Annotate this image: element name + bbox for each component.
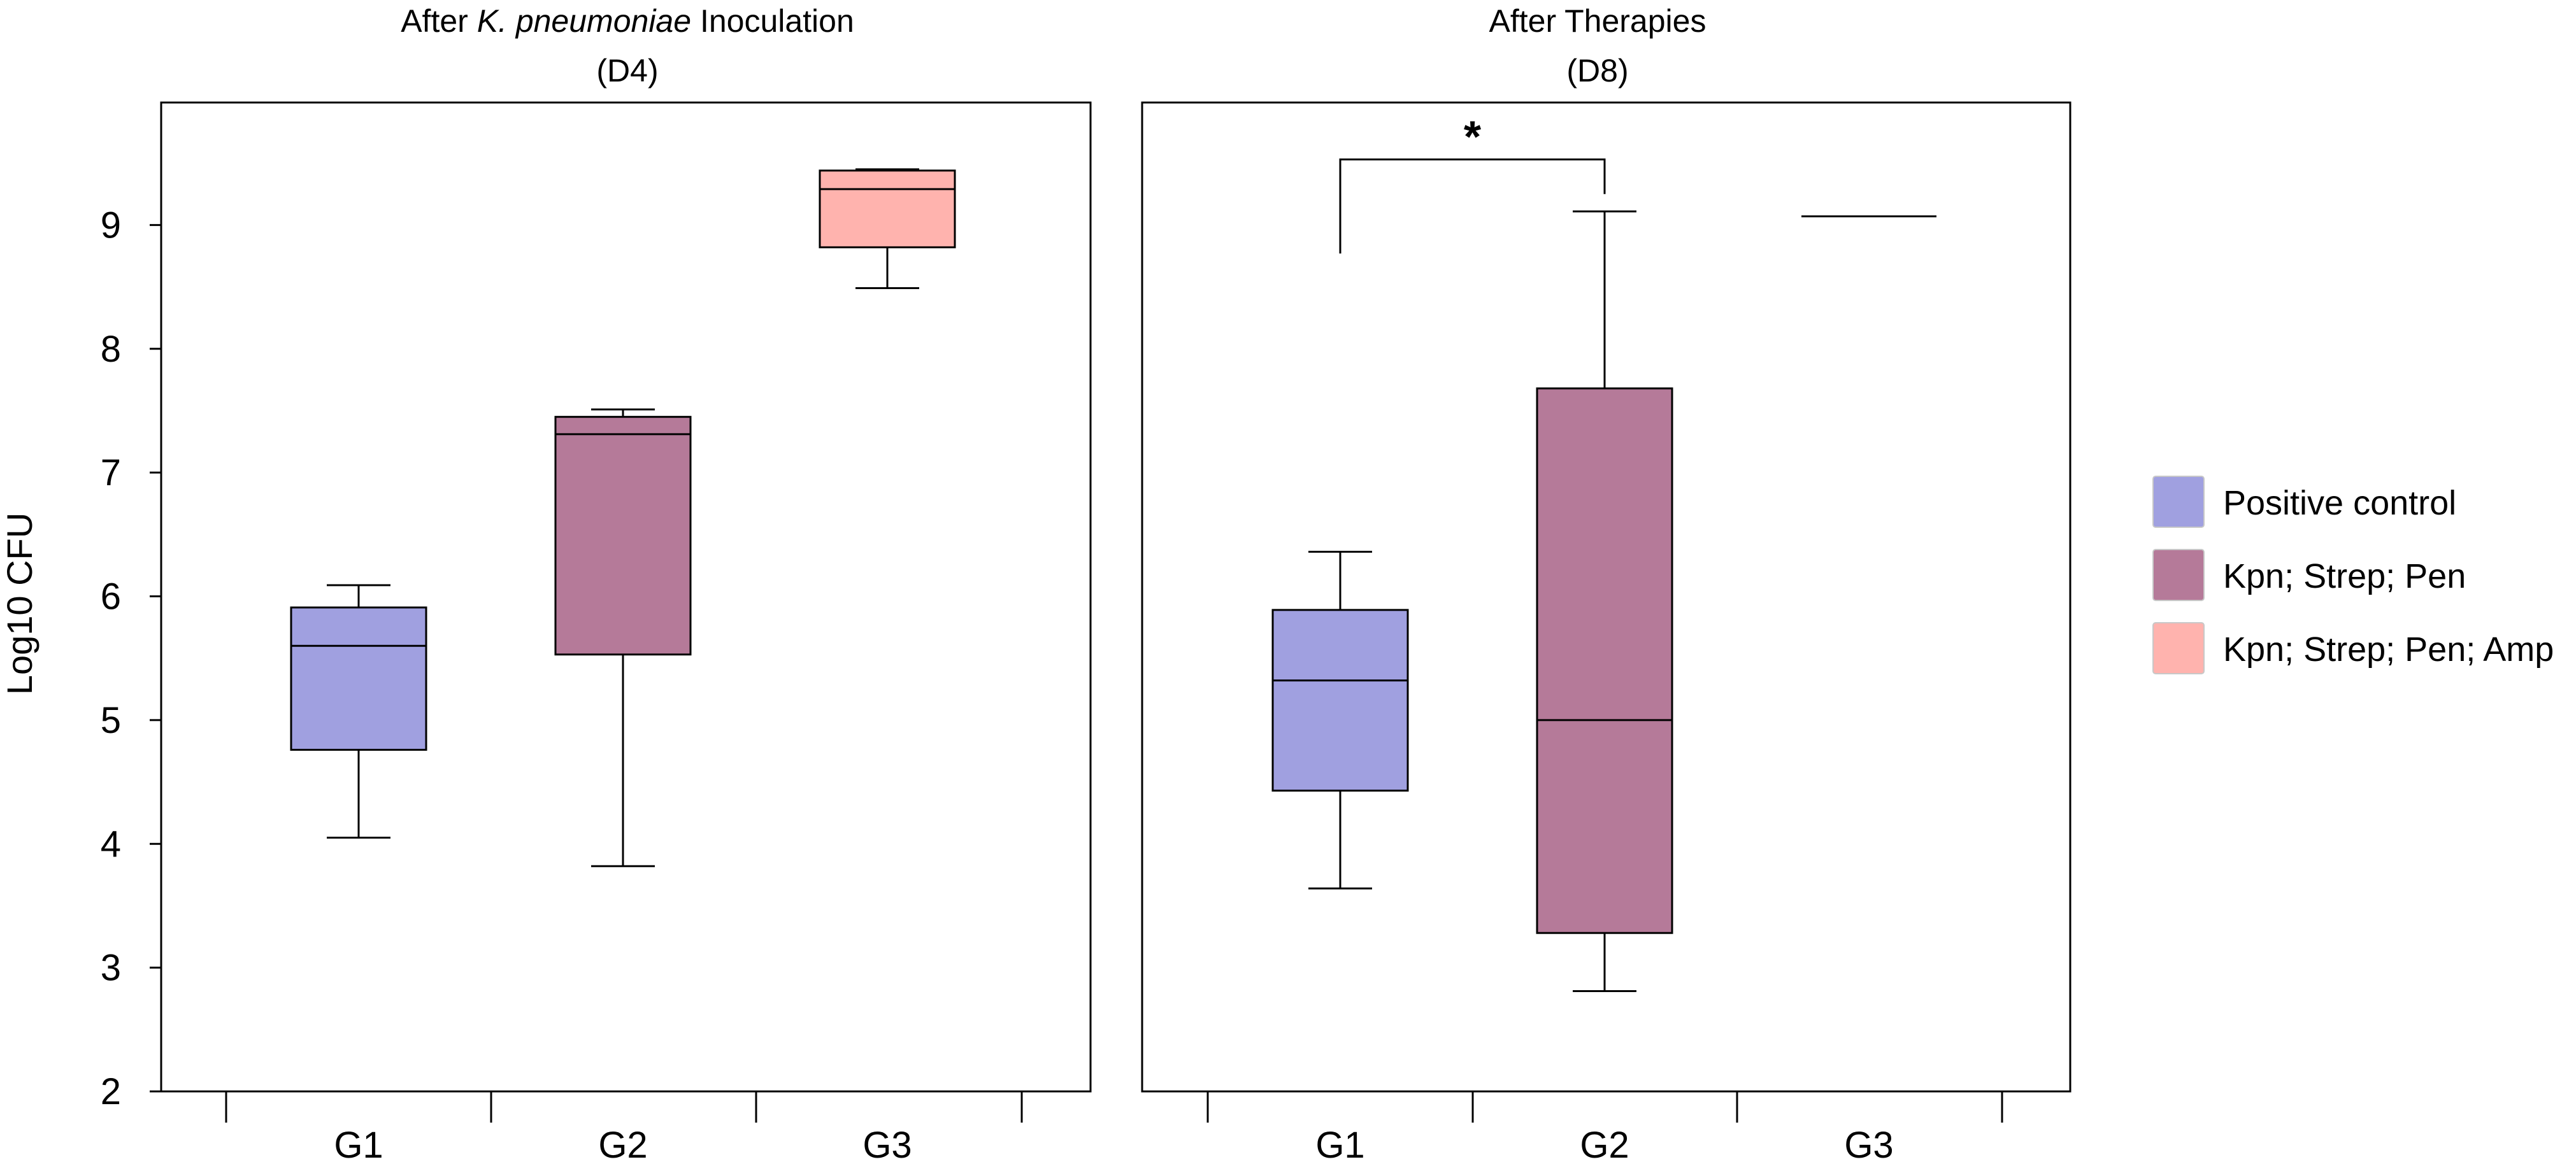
legend-swatch-kpn-strep-pen — [2152, 549, 2205, 601]
box-g3-kpn-strep-pen-amp — [819, 168, 956, 290]
significance-bracket — [1339, 158, 1606, 254]
panel-d4-title-line1: After K. pneumoniae Inoculation — [401, 3, 854, 39]
x-tick-label: G2 — [598, 1125, 647, 1164]
iqr-box — [819, 169, 956, 248]
panel-d8: After Therapies (D8) G1 G2 G3 * — [1141, 3, 2072, 1164]
y-tick-label: 8 — [101, 329, 121, 370]
box-g1-positive-control — [1271, 551, 1409, 890]
legend-item: Kpn; Strep; Pen — [2152, 549, 2466, 601]
panel-d8-title-line2: (D8) — [1566, 53, 1628, 89]
panel-d4-y-ticks: 2 3 4 5 6 7 8 9 — [101, 204, 161, 1112]
panel-d4-boxes — [290, 168, 956, 867]
significance-label: * — [1464, 111, 1482, 161]
legend-item: Kpn; Strep; Pen; Amp — [2152, 622, 2554, 674]
x-tick-label: G2 — [1580, 1125, 1629, 1164]
box-g2-kpn-strep-pen — [554, 408, 692, 867]
x-tick-label: G3 — [862, 1125, 912, 1164]
y-tick-label: 2 — [101, 1071, 121, 1112]
iqr-box — [290, 606, 427, 751]
panel-d8-x-ticks: G1 G2 G3 — [1206, 1091, 2003, 1164]
iqr-box — [1271, 609, 1409, 792]
legend-label: Positive control — [2223, 484, 2456, 522]
legend-item: Positive control — [2152, 476, 2456, 528]
box-g2-kpn-strep-pen — [1536, 210, 1673, 993]
x-tick-label: G3 — [1844, 1125, 1893, 1164]
y-tick-label: 4 — [101, 823, 121, 865]
y-tick-label: 3 — [101, 948, 121, 989]
y-tick-label: 7 — [101, 452, 121, 493]
y-tick-label: 6 — [101, 576, 121, 618]
legend-label: Kpn; Strep; Pen — [2223, 557, 2466, 595]
panel-d4-x-ticks: G1 G2 G3 — [225, 1091, 1023, 1164]
panel-d4: After K. pneumoniae Inoculation (D4) 2 3 4… — [101, 3, 1092, 1164]
x-tick-label: G1 — [334, 1125, 383, 1164]
box-g1-positive-control — [290, 584, 427, 839]
legend-label: Kpn; Strep; Pen; Amp — [2223, 630, 2554, 669]
panel-d8-title-line1: After Therapies — [1489, 3, 1707, 39]
x-tick-label: G1 — [1315, 1125, 1364, 1164]
panel-d8-boxes — [1271, 210, 1936, 993]
y-axis-label: Log10 CFU — [0, 513, 39, 695]
panel-d8-frame — [1141, 101, 2072, 1093]
legend: Positive control Kpn; Strep; Pen Kpn; St… — [2152, 476, 2554, 674]
y-tick-label: 9 — [101, 204, 121, 246]
panel-d4-title-line2: (D4) — [596, 53, 658, 89]
iqr-box — [1536, 387, 1673, 934]
panel-d8-annotations: * — [1339, 111, 1606, 254]
legend-swatch-kpn-strep-pen-amp — [2152, 622, 2205, 674]
y-tick-label: 5 — [101, 700, 121, 741]
iqr-box — [554, 416, 692, 656]
legend-swatch-positive-control — [2152, 476, 2205, 528]
